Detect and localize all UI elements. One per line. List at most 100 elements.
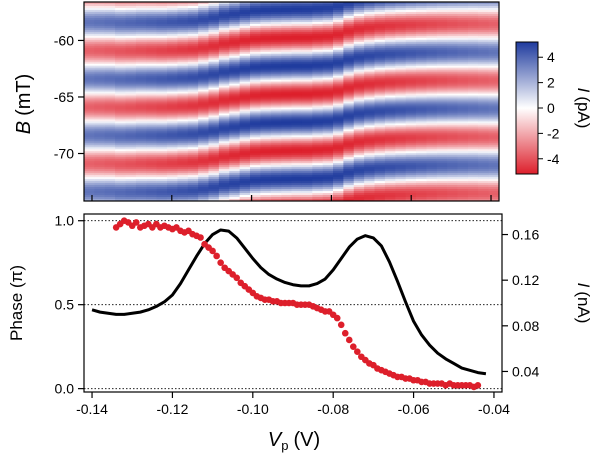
heatmap-cell: [260, 191, 272, 194]
heatmap-cell: [125, 99, 137, 103]
heatmap-cell: [125, 173, 137, 176]
heatmap-cell: [218, 77, 230, 81]
heatmap-cell: [488, 199, 499, 201]
heatmap-cell: [467, 163, 479, 166]
heatmap-cell: [84, 27, 95, 31]
heatmap-cell: [187, 173, 199, 176]
heatmap-cell: [395, 53, 407, 57]
heatmap-cell: [125, 25, 137, 29]
heatmap-cell: [218, 175, 230, 178]
heatmap-cell: [187, 165, 199, 168]
heatmap-cell: [187, 159, 199, 162]
heatmap-cell: [405, 193, 417, 196]
heatmap-cell: [229, 9, 241, 13]
heatmap-cell: [198, 105, 210, 109]
heatmap-cell: [395, 85, 407, 89]
heatmap-cell: [478, 85, 490, 89]
heatmap-cell: [270, 5, 282, 9]
heatmap-cell: [146, 73, 158, 77]
heatmap-cell: [146, 105, 158, 109]
heatmap-cell: [374, 167, 386, 170]
heatmap-cell: [312, 89, 324, 93]
heatmap-cell: [270, 123, 282, 126]
heatmap-cell: [125, 125, 137, 128]
heatmap-cell: [250, 143, 261, 146]
heatmap-cell: [260, 187, 272, 190]
heatmap-cell: [405, 139, 417, 142]
heatmap-cell: [270, 181, 282, 184]
heatmap-cell: [416, 75, 427, 79]
heatmap-cell: [104, 147, 116, 150]
heatmap-cell: [447, 199, 459, 201]
heatmap-cell: [281, 21, 293, 25]
heatmap-cell: [260, 143, 272, 146]
heatmap-cell: [467, 193, 479, 196]
heatmap-cell: [177, 11, 189, 15]
heatmap-cell: [125, 21, 137, 25]
heatmap-cell: [115, 177, 127, 180]
heatmap-cell: [250, 151, 261, 154]
heatmap-cell: [229, 131, 241, 134]
heatmap-cell: [198, 147, 210, 150]
heatmap-cell: [478, 89, 490, 93]
heatmap-cell: [135, 85, 147, 89]
heatmap-cell: [436, 111, 448, 115]
heatmap-cell: [467, 137, 479, 140]
heatmap-cell: [457, 111, 469, 115]
heatmap-cell: [364, 193, 376, 196]
heatmap-cell: [146, 25, 158, 29]
heatmap-cell: [260, 157, 272, 160]
heatmap-cell: [312, 95, 324, 99]
heatmap-cell: [426, 61, 438, 65]
heatmap-cell: [312, 155, 324, 158]
heatmap-cell: [84, 77, 95, 81]
heatmap-cell: [177, 69, 189, 73]
heatmap-cell: [84, 125, 95, 128]
heatmap-cell: [457, 151, 469, 154]
heatmap-cell: [177, 9, 189, 13]
heatmap-cell: [135, 55, 147, 59]
heatmap-cell: [374, 55, 386, 59]
heatmap-cell: [156, 181, 168, 184]
heatmap-cell: [115, 5, 127, 9]
heatmap-cell: [436, 193, 448, 196]
heatmap-cell: [218, 65, 230, 69]
heatmap-cell: [457, 7, 469, 11]
heatmap-cell: [384, 87, 396, 91]
heatmap-cell: [177, 149, 189, 152]
heatmap-cell: [343, 169, 355, 172]
heatmap-cell: [395, 111, 407, 115]
heatmap-cell: [250, 17, 261, 21]
heatmap-cell: [104, 193, 116, 196]
heatmap-cell: [301, 29, 313, 33]
heatmap-y-axis-title: B(mT): [13, 74, 35, 135]
heatmap-cell: [457, 107, 469, 111]
heatmap-cell: [333, 49, 344, 53]
heatmap-cell: [374, 139, 386, 142]
heatmap-cell: [218, 59, 230, 63]
heatmap-cell: [291, 83, 303, 87]
heatmap-cell: [333, 77, 344, 81]
heatmap-cell: [353, 25, 365, 29]
heatmap-cell: [104, 51, 116, 55]
heatmap-cell: [457, 119, 469, 122]
heatmap-cell: [405, 2, 417, 5]
heatmap-cell: [447, 119, 459, 122]
heatmap-cell: [177, 117, 189, 121]
heatmap-cell: [395, 117, 407, 121]
heatmap-cell: [291, 71, 303, 75]
heatmap-cell: [146, 97, 158, 101]
heatmap-cell: [208, 125, 220, 128]
heatmap-cell: [426, 111, 438, 115]
heatmap-cell: [281, 97, 293, 101]
heatmap-cell: [436, 39, 448, 43]
heatmap-cell: [343, 107, 355, 111]
heatmap-cell: [405, 119, 417, 122]
phase-point: [349, 343, 357, 350]
heatmap-cell: [125, 63, 137, 67]
heatmap-cell: [167, 51, 178, 55]
heatmap-cell: [395, 187, 407, 190]
heatmap-cell: [260, 21, 272, 25]
heatmap-cell: [333, 9, 344, 13]
heatmap-cell: [457, 161, 469, 164]
